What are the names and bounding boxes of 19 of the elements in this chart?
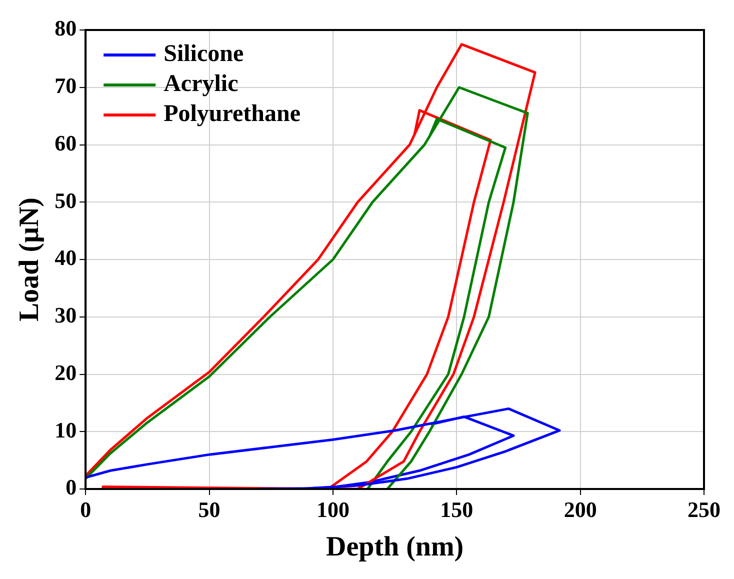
y-tick-label: 80: [54, 16, 77, 41]
y-tick-label: 10: [54, 417, 77, 442]
legend-label: Acrylic: [164, 71, 239, 98]
y-tick-label: 50: [54, 188, 77, 213]
x-tick-label: 150: [440, 496, 474, 522]
x-axis-title: Depth (nm): [326, 531, 464, 562]
y-tick-label: 40: [54, 245, 77, 270]
x-tick-label: 200: [564, 496, 597, 522]
x-tick-label: 250: [688, 496, 720, 522]
y-tick-label: 70: [54, 73, 77, 98]
y-tick-label: 0: [66, 474, 77, 500]
legend-label: Polyurethane: [164, 101, 301, 128]
legend-label: Silicone: [164, 41, 244, 68]
y-axis-title: Load (μN): [14, 198, 46, 322]
y-tick-label: 60: [54, 130, 77, 156]
y-tick-label: 30: [54, 302, 77, 328]
x-tick-label: 50: [198, 496, 220, 522]
y-tick-label: 20: [54, 360, 77, 385]
x-tick-label: 100: [316, 496, 350, 522]
